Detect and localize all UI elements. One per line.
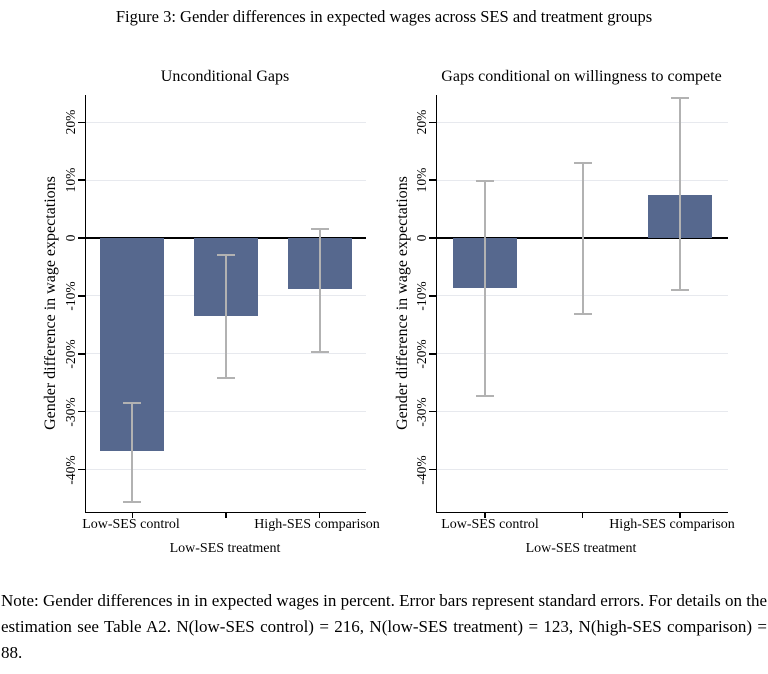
error-bar-line-0 <box>131 403 134 502</box>
y-tick-label--20: -20% <box>63 339 78 369</box>
panel-title-unconditional: Unconditional Gaps <box>160 68 290 85</box>
error-bar-line-2 <box>318 228 321 352</box>
error-bar-cap-bottom-0 <box>123 500 142 503</box>
error-bar-cap-bottom-1 <box>573 312 592 315</box>
error-bar-cap-top-0 <box>476 179 494 182</box>
y-tick-label-20: 20% <box>63 109 78 135</box>
y-tick-10 <box>78 179 85 181</box>
x-label-low-ses-treatment-right: Low-SES treatment <box>525 541 637 556</box>
y-tick-20 <box>78 121 85 123</box>
y-tick-label-0: 0 <box>414 234 429 242</box>
figure-title: Figure 3: Gender differences in expected… <box>115 7 653 26</box>
y-tick--40 <box>78 469 85 471</box>
error-bar-cap-bottom-0 <box>476 394 494 397</box>
y-tick-label--30: -30% <box>414 397 429 427</box>
x-label-high-ses-comparison-right: High-SES comparison <box>609 517 735 532</box>
gridline--30 <box>437 411 728 413</box>
error-bar-line-1 <box>225 254 227 378</box>
y-tick--30 <box>429 411 436 413</box>
error-bar-cap-top-0 <box>123 402 142 405</box>
gridline-10 <box>86 179 366 181</box>
y-tick-label--40: -40% <box>63 455 78 485</box>
error-bar-cap-top-1 <box>217 253 235 256</box>
plot-area-conditional: 20% 10% 0 -10% -20% -30% -40% <box>414 95 728 518</box>
y-tick--20 <box>78 353 85 355</box>
x-tick-1 <box>581 512 584 518</box>
y-tick--30 <box>78 411 85 413</box>
x-tick-2 <box>679 512 681 518</box>
y-tick--10 <box>429 295 436 297</box>
gridline--40 <box>86 469 366 471</box>
error-bar-cap-top-2 <box>310 227 329 230</box>
y-tick-label-10: 10% <box>414 167 429 193</box>
figure-note: Note: Gender differences in in expected … <box>1 591 767 662</box>
y-tick-label--10: -10% <box>63 281 78 311</box>
error-bar-cap-bottom-2 <box>670 288 689 291</box>
gridline--40 <box>437 469 728 471</box>
error-bar-cap-bottom-2 <box>310 350 329 353</box>
error-bar-line-2 <box>678 98 681 290</box>
error-bar-line-1 <box>581 162 584 314</box>
error-bar-cap-bottom-1 <box>217 376 235 379</box>
y-tick-label--30: -30% <box>63 397 78 427</box>
y-tick-label--10: -10% <box>414 281 429 311</box>
error-bar-line-0 <box>484 180 486 396</box>
gridline--20 <box>437 353 728 355</box>
x-tick-2 <box>319 512 321 518</box>
gridline-20 <box>437 121 728 123</box>
x-tick-0 <box>131 512 133 518</box>
y-tick-20 <box>429 121 436 123</box>
y-tick--40 <box>429 469 436 471</box>
x-label-low-ses-treatment-left: Low-SES treatment <box>169 541 281 556</box>
panel-title-conditional: Gaps conditional on willingness to compe… <box>441 68 722 85</box>
x-tick-1 <box>225 512 227 518</box>
x-label-low-ses-control-left: Low-SES control <box>82 517 180 532</box>
y-tick-label--40: -40% <box>414 455 429 485</box>
y-tick--20 <box>429 353 436 355</box>
y-tick-0 <box>78 237 85 239</box>
y-tick-label-20: 20% <box>414 109 429 135</box>
x-tick-0 <box>484 512 486 518</box>
gridline--30 <box>86 411 366 413</box>
y-tick-0 <box>429 237 436 239</box>
gridline-20 <box>86 121 366 123</box>
x-label-low-ses-control-right: Low-SES control <box>441 517 539 532</box>
error-bar-cap-top-1 <box>573 161 592 164</box>
y-axis-title-right: Gender difference in wage expectations <box>394 176 411 430</box>
y-tick--10 <box>78 295 85 297</box>
plot-area-unconditional: 20% 10% 0 -10% -20% -30% -40% <box>63 95 366 518</box>
y-tick-label--20: -20% <box>414 339 429 369</box>
y-axis-title-left: Gender difference in wage expectations <box>42 176 59 430</box>
x-label-high-ses-comparison-left: High-SES comparison <box>254 517 380 532</box>
error-bar-cap-top-2 <box>670 97 689 100</box>
y-tick-label-10: 10% <box>63 167 78 193</box>
y-tick-10 <box>429 179 436 181</box>
y-tick-label-0: 0 <box>63 234 78 242</box>
